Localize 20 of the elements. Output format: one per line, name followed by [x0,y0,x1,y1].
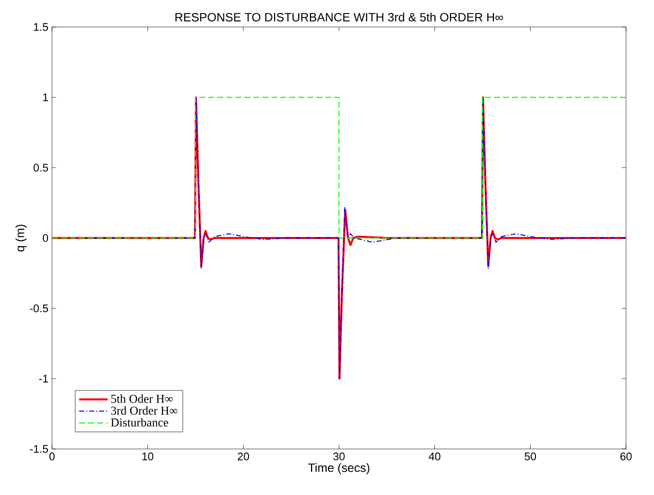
y-tick-label: 1 [43,94,48,102]
y-tick-label: 0 [42,234,48,242]
legend-label: 5th Oder H∞ [111,394,173,403]
y-axis-title: q (m) [15,224,27,252]
x-tick-label: 10 [142,452,154,460]
x-axis-title: Time (secs) [308,463,370,474]
legend-label: 3rd Order H∞ [111,406,178,415]
y-tick-label: -1 [39,374,48,382]
y-tick-label: 0.5 [34,164,48,172]
x-tick-label: 40 [428,452,440,460]
x-tick-label: 30 [333,452,345,460]
chart-title: RESPONSE TO DISTURBANCE WITH 3rd & 5th ORDER H∞ [175,12,503,22]
y-tick-label: 1.5 [34,23,48,31]
x-tick-label: 60 [620,452,632,460]
legend-label: Disturbance [110,418,168,427]
x-tick-label: 0 [49,452,55,460]
x-tick-label: 50 [524,452,536,460]
y-tick-label: -1.5 [30,445,48,453]
x-tick-label: 20 [238,452,250,460]
y-tick-label: -0.5 [30,304,48,312]
